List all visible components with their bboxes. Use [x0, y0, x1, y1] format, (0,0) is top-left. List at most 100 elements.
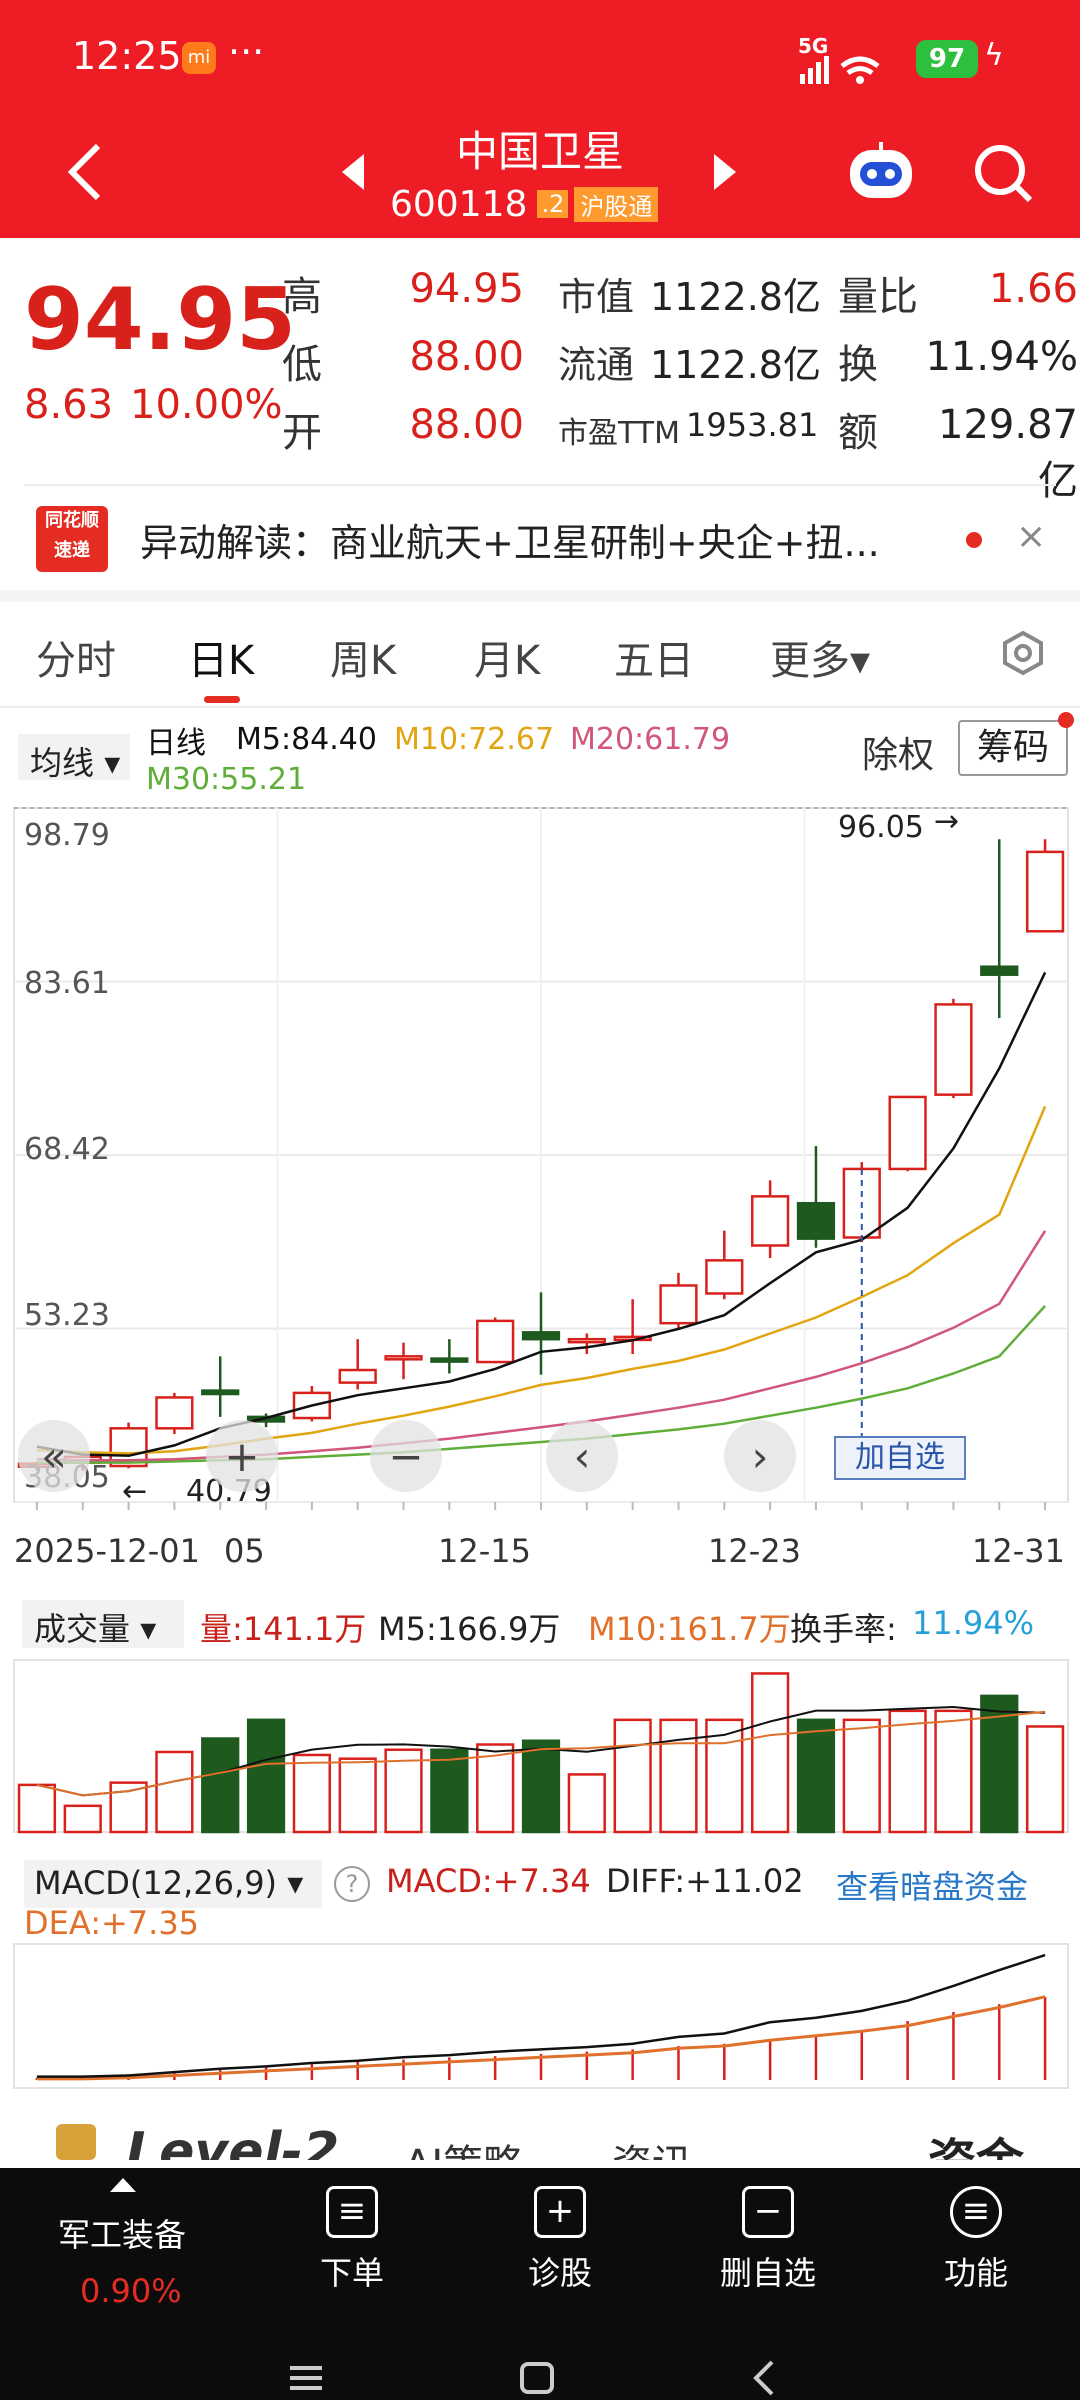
- tab-five-day[interactable]: 五日: [614, 638, 694, 684]
- volume-bar: [980, 1694, 1019, 1834]
- volume-bar: [201, 1737, 240, 1834]
- candle-body: [705, 1259, 744, 1295]
- expand-up-icon[interactable]: [108, 2176, 138, 2194]
- dea-line: [36, 1995, 1046, 2081]
- candle-body: [659, 1284, 698, 1325]
- ma30-line: [36, 1305, 1047, 1464]
- diagnose-icon: +: [534, 2186, 586, 2238]
- candle-body: [796, 1201, 836, 1240]
- volume-ma10-line: [36, 1710, 1046, 1797]
- next-stock-icon[interactable]: [712, 152, 738, 192]
- stock-name: 中国卫星: [455, 127, 624, 176]
- back-icon[interactable]: [60, 140, 110, 204]
- candle-body: [476, 1319, 515, 1364]
- tab-intraday[interactable]: 分时: [36, 638, 116, 684]
- volume-value: 量:141.1万: [200, 1610, 367, 1648]
- turnover-label: 换: [838, 342, 878, 388]
- help-icon[interactable]: ?: [334, 1866, 370, 1902]
- mktcap-value: 1122.8亿: [650, 275, 821, 319]
- robot-assistant-icon[interactable]: [846, 140, 916, 202]
- search-icon[interactable]: [972, 142, 1034, 204]
- y-axis-label: 98.79: [24, 818, 110, 853]
- scroll-right-button[interactable]: ›: [724, 1420, 796, 1492]
- divider: [0, 706, 1080, 708]
- volume-bar: [1025, 1725, 1065, 1834]
- high-label: 高: [282, 274, 322, 320]
- info-tab-ai[interactable]: AI策略: [404, 2132, 523, 2160]
- volume-bar: [292, 1753, 331, 1834]
- back-nav-icon[interactable]: [748, 2358, 778, 2398]
- info-tab-funds[interactable]: 资金: [928, 2122, 1024, 2160]
- candle-body: [980, 965, 1019, 976]
- tab-more[interactable]: 更多▾: [770, 638, 871, 684]
- volume-selector-label: 成交量: [34, 1610, 131, 1648]
- prev-stock-icon[interactable]: [340, 152, 366, 192]
- volume-bar: [888, 1709, 927, 1834]
- macd-value: MACD:+7.34: [386, 1862, 591, 1900]
- remove-watch-button[interactable]: − 删自选: [688, 2186, 848, 2294]
- functions-button[interactable]: ≡ 功能: [896, 2186, 1056, 2294]
- volume-bar: [521, 1739, 561, 1834]
- news-logo-bottom: 速递: [54, 540, 90, 561]
- zoom-in-button[interactable]: +: [206, 1420, 278, 1492]
- pe-label: 市盈TTM: [558, 416, 681, 451]
- news-logo: 同花顺 速递: [36, 506, 108, 572]
- section-gap: [0, 590, 1080, 602]
- ex-rights-toggle[interactable]: 除权: [862, 735, 935, 776]
- float-value: 1122.8亿: [650, 343, 821, 387]
- chip-red-dot: [1058, 712, 1074, 728]
- tab-daily-k[interactable]: 日K: [188, 638, 255, 684]
- scroll-left-button[interactable]: ‹: [546, 1420, 618, 1492]
- chip-button[interactable]: 筹码: [958, 720, 1068, 776]
- float-label: 流通: [558, 343, 635, 387]
- info-tab-level2[interactable]: Level-2: [126, 2122, 340, 2160]
- macd-selector[interactable]: MACD(12,26,9) ▾: [24, 1860, 322, 1908]
- y-axis-label: 83.61: [24, 966, 110, 1001]
- candle-body: [1025, 850, 1065, 933]
- volume-bar: [567, 1773, 606, 1834]
- candle-body: [430, 1357, 469, 1363]
- vol-ratio-value: 1.66: [988, 266, 1078, 312]
- dark-pool-link[interactable]: 查看暗盘资金: [836, 1868, 1029, 1906]
- tab-monthly-k[interactable]: 月K: [474, 638, 541, 684]
- candle-body: [934, 1003, 973, 1096]
- volume-bar: [155, 1750, 194, 1834]
- info-tab-news[interactable]: 资讯: [612, 2132, 692, 2160]
- news-close-button[interactable]: ×: [1016, 516, 1047, 557]
- order-icon: ≡: [326, 2186, 378, 2238]
- diagnose-label: 诊股: [527, 2254, 592, 2292]
- order-button[interactable]: ≡ 下单: [272, 2186, 432, 2294]
- volume-selector[interactable]: 成交量 ▾: [22, 1600, 184, 1648]
- mktcap-label: 市值: [558, 275, 635, 319]
- indicator-selector-label: 均线: [30, 744, 95, 782]
- turnover-rate-value: 11.94%: [912, 1604, 1035, 1642]
- diagnose-button[interactable]: + 诊股: [480, 2186, 640, 2294]
- news-headline[interactable]: 异动解读：商业航天+卫星研制+央企+扭...: [140, 521, 880, 565]
- add-watch-button[interactable]: 加自选: [834, 1436, 966, 1480]
- low-value: 88.00: [409, 334, 524, 380]
- volume-bar: [751, 1672, 790, 1834]
- status-time: 12:25: [72, 34, 182, 78]
- low-label: 低: [282, 342, 322, 388]
- x-axis-label: 2025-12-01: [14, 1532, 200, 1570]
- zoom-out-button[interactable]: −: [370, 1420, 442, 1492]
- mi-icon: mi: [182, 42, 216, 74]
- amount-value: 129.87亿: [938, 402, 1078, 504]
- tab-weekly-k[interactable]: 周K: [330, 638, 397, 684]
- indicator-selector[interactable]: 均线 ▾: [18, 734, 130, 782]
- ma30-label: M30:55.21: [146, 762, 307, 797]
- jump-first-button[interactable]: «: [18, 1420, 90, 1492]
- remove-watch-icon: −: [742, 2186, 794, 2238]
- level2-icon: [56, 2124, 96, 2160]
- settings-hex-icon[interactable]: [1000, 630, 1046, 676]
- macd-selector-label: MACD(12,26,9): [34, 1864, 278, 1902]
- sector-name[interactable]: 军工装备: [58, 2216, 187, 2254]
- volume-bar: [246, 1718, 286, 1834]
- volume-bar: [659, 1718, 698, 1834]
- ma-line-type: 日线: [146, 726, 206, 761]
- price-change: 8.63: [24, 382, 114, 428]
- recent-apps-icon[interactable]: [286, 2362, 326, 2394]
- volume-bar: [476, 1743, 515, 1834]
- home-icon[interactable]: [518, 2360, 556, 2396]
